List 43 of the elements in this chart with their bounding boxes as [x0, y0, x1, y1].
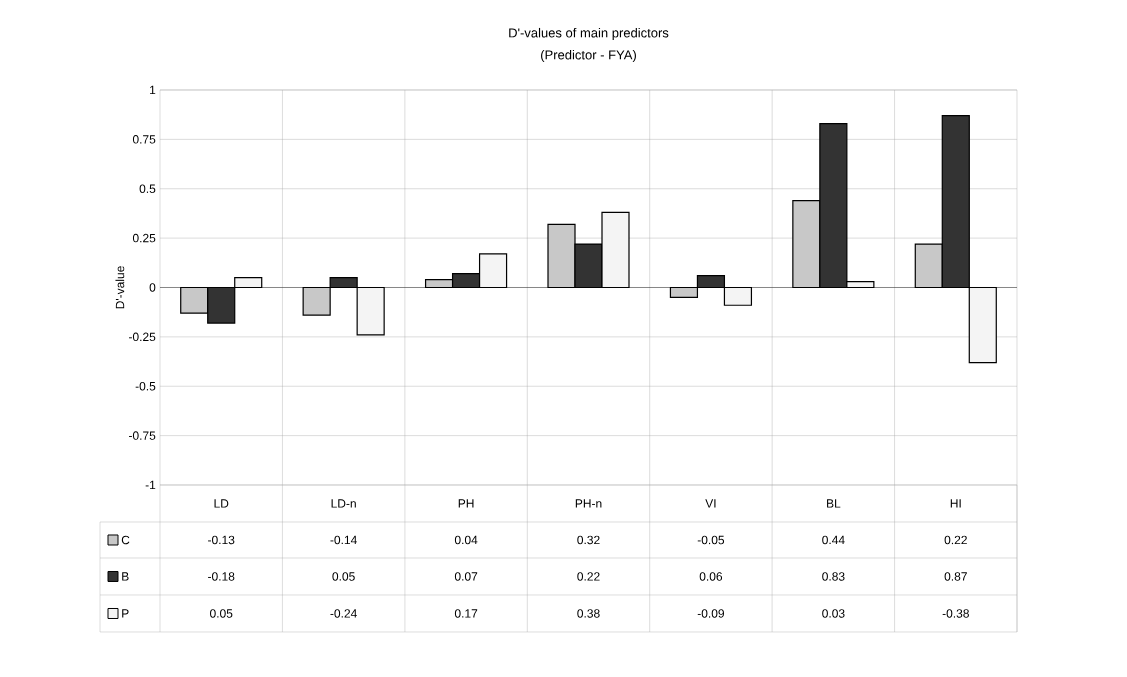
data-label: 0.04 [454, 535, 478, 545]
data-label: 0.87 [944, 572, 967, 581]
data-label: 0.38 [577, 609, 600, 618]
y-tick-label: -0.5 [135, 381, 156, 391]
y-tick-label: -0.75 [128, 431, 156, 440]
data-label: 0.06 [699, 572, 723, 581]
x-tick-label: VI [705, 499, 716, 508]
data-label: -0.05 [697, 535, 725, 545]
data-label: -0.13 [208, 535, 235, 545]
y-tick-label: 0 [149, 283, 156, 292]
chart-subtitle: (Predictor - FYA) [541, 49, 636, 63]
data-label: 0.83 [822, 572, 845, 581]
legend-label: C [121, 535, 130, 545]
x-tick-label: PH [458, 499, 474, 508]
data-label: -0.38 [942, 609, 969, 618]
x-tick-label: LD-n [331, 499, 356, 508]
y-tick-label: 1 [150, 85, 156, 95]
y-tick-label: 0.25 [132, 233, 156, 243]
data-label: 0.05 [210, 609, 233, 618]
x-tick-label: BL [827, 499, 841, 508]
y-tick-label: -1 [145, 480, 156, 490]
data-label: 0.03 [822, 609, 845, 618]
data-label: 0.22 [944, 535, 967, 545]
data-label: -0.24 [330, 609, 357, 618]
data-label: -0.14 [330, 535, 357, 545]
data-label: 0.32 [577, 535, 600, 545]
data-label: 0.22 [577, 572, 600, 581]
data-label: 0.07 [454, 572, 478, 581]
y-tick-label: 0.75 [132, 135, 156, 144]
x-tick-label: HI [950, 499, 961, 508]
y-tick-label: -0.25 [128, 332, 156, 342]
data-label: 0.44 [822, 535, 845, 545]
data-label: 0.17 [454, 609, 478, 618]
y-axis-title: D'-value [115, 266, 125, 309]
chart-title: D'-values of main predictors [509, 27, 669, 41]
data-label: -0.18 [208, 572, 235, 581]
y-tick-label: 0.5 [139, 184, 156, 193]
legend-label: P [122, 609, 129, 618]
x-tick-label: LD [214, 499, 229, 508]
x-tick-label: PH-n [575, 499, 602, 508]
data-label: -0.09 [697, 609, 725, 618]
data-label: 0.05 [332, 572, 355, 581]
legend-label: B [122, 572, 129, 581]
